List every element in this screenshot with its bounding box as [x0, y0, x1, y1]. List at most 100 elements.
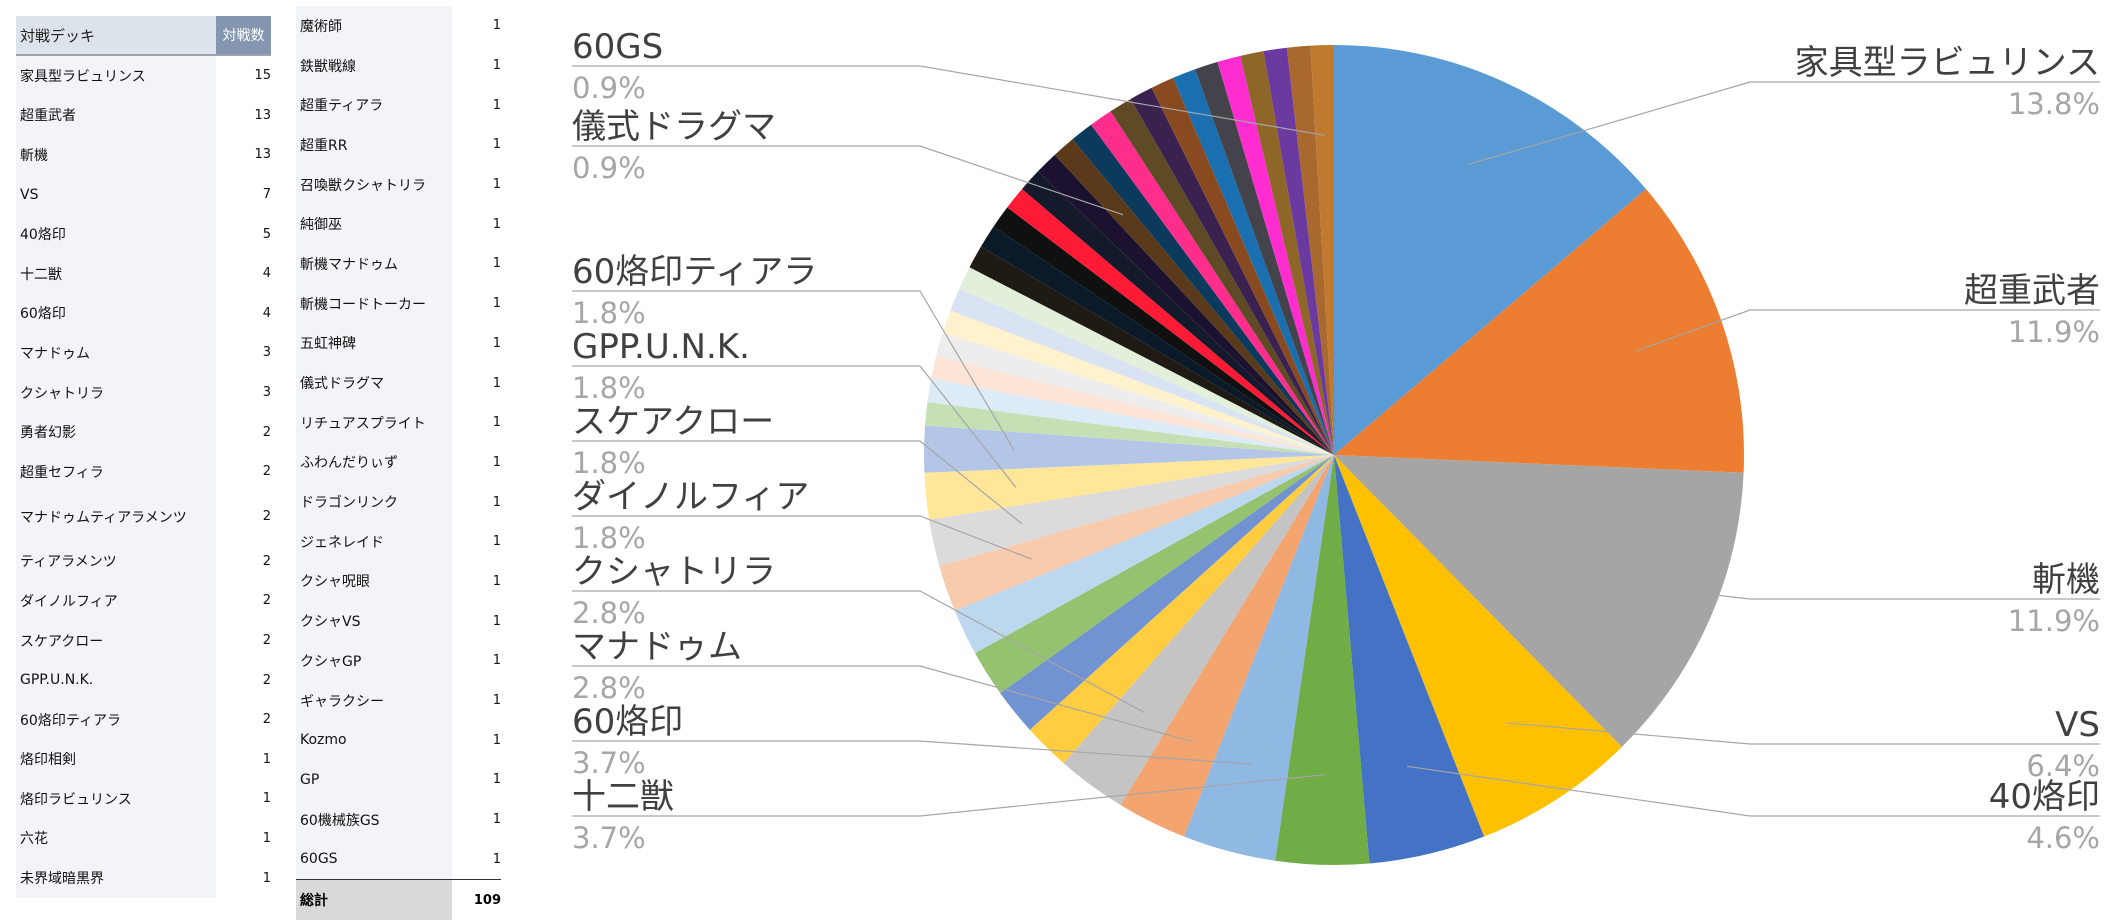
- slice-label-name: 儀式ドラグマ: [572, 107, 776, 147]
- match-count: 2: [262, 633, 271, 649]
- deck-name: 鉄獣戦線: [296, 45, 452, 86]
- slice-label-percent: 2.8%: [572, 671, 646, 705]
- deck-name: 五虹神碑: [296, 323, 452, 364]
- pie-slice: [1334, 45, 1646, 455]
- deck-name: 儀式ドラグマ: [296, 363, 452, 403]
- leader-line: [572, 290, 1015, 451]
- leader-line: [572, 665, 1192, 742]
- deck-name: 未界域暗黒界: [16, 858, 216, 898]
- table-row: スケアクロー 2: [16, 620, 271, 661]
- table-row: 純御巫 1: [296, 204, 501, 245]
- deck-name: スケアクロー: [16, 620, 216, 661]
- slice-label-percent: 1.8%: [572, 521, 646, 555]
- match-count: 2: [262, 593, 271, 609]
- table-row: 未界域暗黒界 1: [16, 858, 271, 898]
- table-row: 斬機 13: [16, 135, 271, 175]
- pie-slice: [1286, 45, 1334, 456]
- deck-table-continued: 魔術師 1 鉄獣戦線 1 超重ティアラ 1 超重RR 1 召喚獣クシャトリラ 1 純御巫 1 斬機マナド…: [296, 6, 501, 920]
- match-count: 1: [492, 573, 501, 589]
- match-count: 1: [492, 216, 501, 232]
- deck-name: 60機械族GS: [296, 799, 452, 840]
- deck-name: 超重武者: [16, 95, 216, 136]
- slice-label-percent: 2.8%: [572, 596, 646, 630]
- leader-line: [572, 740, 1253, 765]
- pie-slice: [1063, 455, 1334, 806]
- table-row: ダイノルフィア 2: [16, 581, 271, 621]
- match-count: 1: [262, 870, 271, 886]
- pie-slice: [1217, 55, 1334, 455]
- table-row: 超重セフィラ 2: [16, 451, 271, 492]
- table-row: 鉄獣戦線 1: [296, 45, 501, 86]
- pie-slice: [980, 226, 1334, 455]
- pie-slice: [1110, 98, 1334, 455]
- slice-label-percent: 11.9%: [2008, 315, 2100, 349]
- slice-label-name: ダイノルフィア: [572, 477, 809, 517]
- match-count: 1: [492, 454, 501, 470]
- deck-table: 対戦デッキ 対戦数 家具型ラビュリンス 15 超重武者 13 斬機 13 VS 7 40烙印 5 十…: [16, 16, 271, 898]
- table-row: 儀式ドラグマ 1: [296, 363, 501, 403]
- deck-name: 60GS: [296, 839, 452, 880]
- deck-name: 純御巫: [296, 204, 452, 245]
- match-count: 7: [262, 187, 271, 203]
- deck-name: ドラゴンリンク: [296, 482, 452, 522]
- deck-name: 60烙印ティアラ: [16, 699, 216, 740]
- pie-slice: [1091, 111, 1334, 455]
- slice-label-name: VS: [2055, 705, 2100, 745]
- leader-line: [572, 590, 1145, 714]
- pie-slice: [1334, 455, 1622, 837]
- deck-name: ジェネレイド: [296, 521, 452, 562]
- match-count: 13: [254, 147, 271, 163]
- slice-label-name: GPP.U.N.K.: [572, 327, 750, 367]
- deck-name: 召喚獣クシャトリラ: [296, 164, 452, 205]
- match-count: 2: [262, 424, 271, 440]
- deck-name: マナドゥム: [16, 333, 216, 373]
- deck-name: ギャラクシー: [296, 680, 452, 721]
- table-row: クシャVS 1: [296, 601, 501, 641]
- deck-name: GPP.U.N.K.: [16, 660, 216, 700]
- table-row: VS 7: [16, 174, 271, 215]
- match-count: 2: [262, 553, 271, 569]
- table-row: 60GS 1: [296, 839, 501, 880]
- pie-slice: [1000, 455, 1334, 730]
- pie-slice: [954, 455, 1334, 654]
- pie-slice: [936, 332, 1334, 455]
- table-row: クシャ呪眼 1: [296, 561, 501, 602]
- table-row: 超重武者 13: [16, 95, 271, 136]
- match-count: 1: [492, 613, 501, 629]
- slice-label-name: 家具型ラビュリンス: [1795, 43, 2100, 83]
- pie-slice: [927, 378, 1334, 455]
- leader-line: [572, 365, 1017, 488]
- match-count: 1: [262, 751, 271, 767]
- slice-label-percent: 3.7%: [572, 821, 646, 855]
- total-row: 総計 109: [296, 879, 501, 920]
- slice-label-percent: 13.8%: [2008, 87, 2100, 121]
- table-row: ティアラメンツ 2: [16, 541, 271, 582]
- leader-line: [1407, 765, 2100, 817]
- table-row: クシャトリラ 3: [16, 372, 271, 413]
- deck-name: 斬機マナドゥム: [296, 244, 452, 284]
- match-count: 1: [262, 830, 271, 846]
- table-row: ギャラクシー 1: [296, 680, 501, 721]
- deck-table-body: 家具型ラビュリンス 15 超重武者 13 斬機 13 VS 7 40烙印 5 十二獣 4 60烙印 4 マナ…: [16, 56, 271, 898]
- pie-slice: [1120, 455, 1334, 837]
- match-count: 15: [254, 68, 271, 84]
- deck-name: クシャVS: [296, 601, 452, 641]
- leader-line: [572, 440, 1022, 525]
- match-count: 1: [492, 58, 501, 74]
- pie-slice: [1029, 455, 1334, 764]
- pie-slice: [1130, 87, 1334, 455]
- leader-line: [1626, 584, 2100, 600]
- deck-name: 勇者幻影: [16, 412, 216, 452]
- deck-name: マナドゥムティアラメンツ: [16, 491, 216, 542]
- table-row: GP 1: [296, 760, 501, 800]
- deck-name: 超重ティアラ: [296, 85, 452, 126]
- leader-line: [572, 774, 1325, 817]
- table-row: GPP.U.N.K. 2: [16, 660, 271, 700]
- match-count: 1: [492, 375, 501, 391]
- deck-name: ダイノルフィア: [16, 581, 216, 621]
- pie-slice: [1310, 45, 1334, 455]
- match-count: 2: [262, 712, 271, 728]
- table-row: 60烙印ティアラ 2: [16, 699, 271, 740]
- deck-name: 六花: [16, 818, 216, 859]
- deck-name: 烙印相剣: [16, 739, 216, 780]
